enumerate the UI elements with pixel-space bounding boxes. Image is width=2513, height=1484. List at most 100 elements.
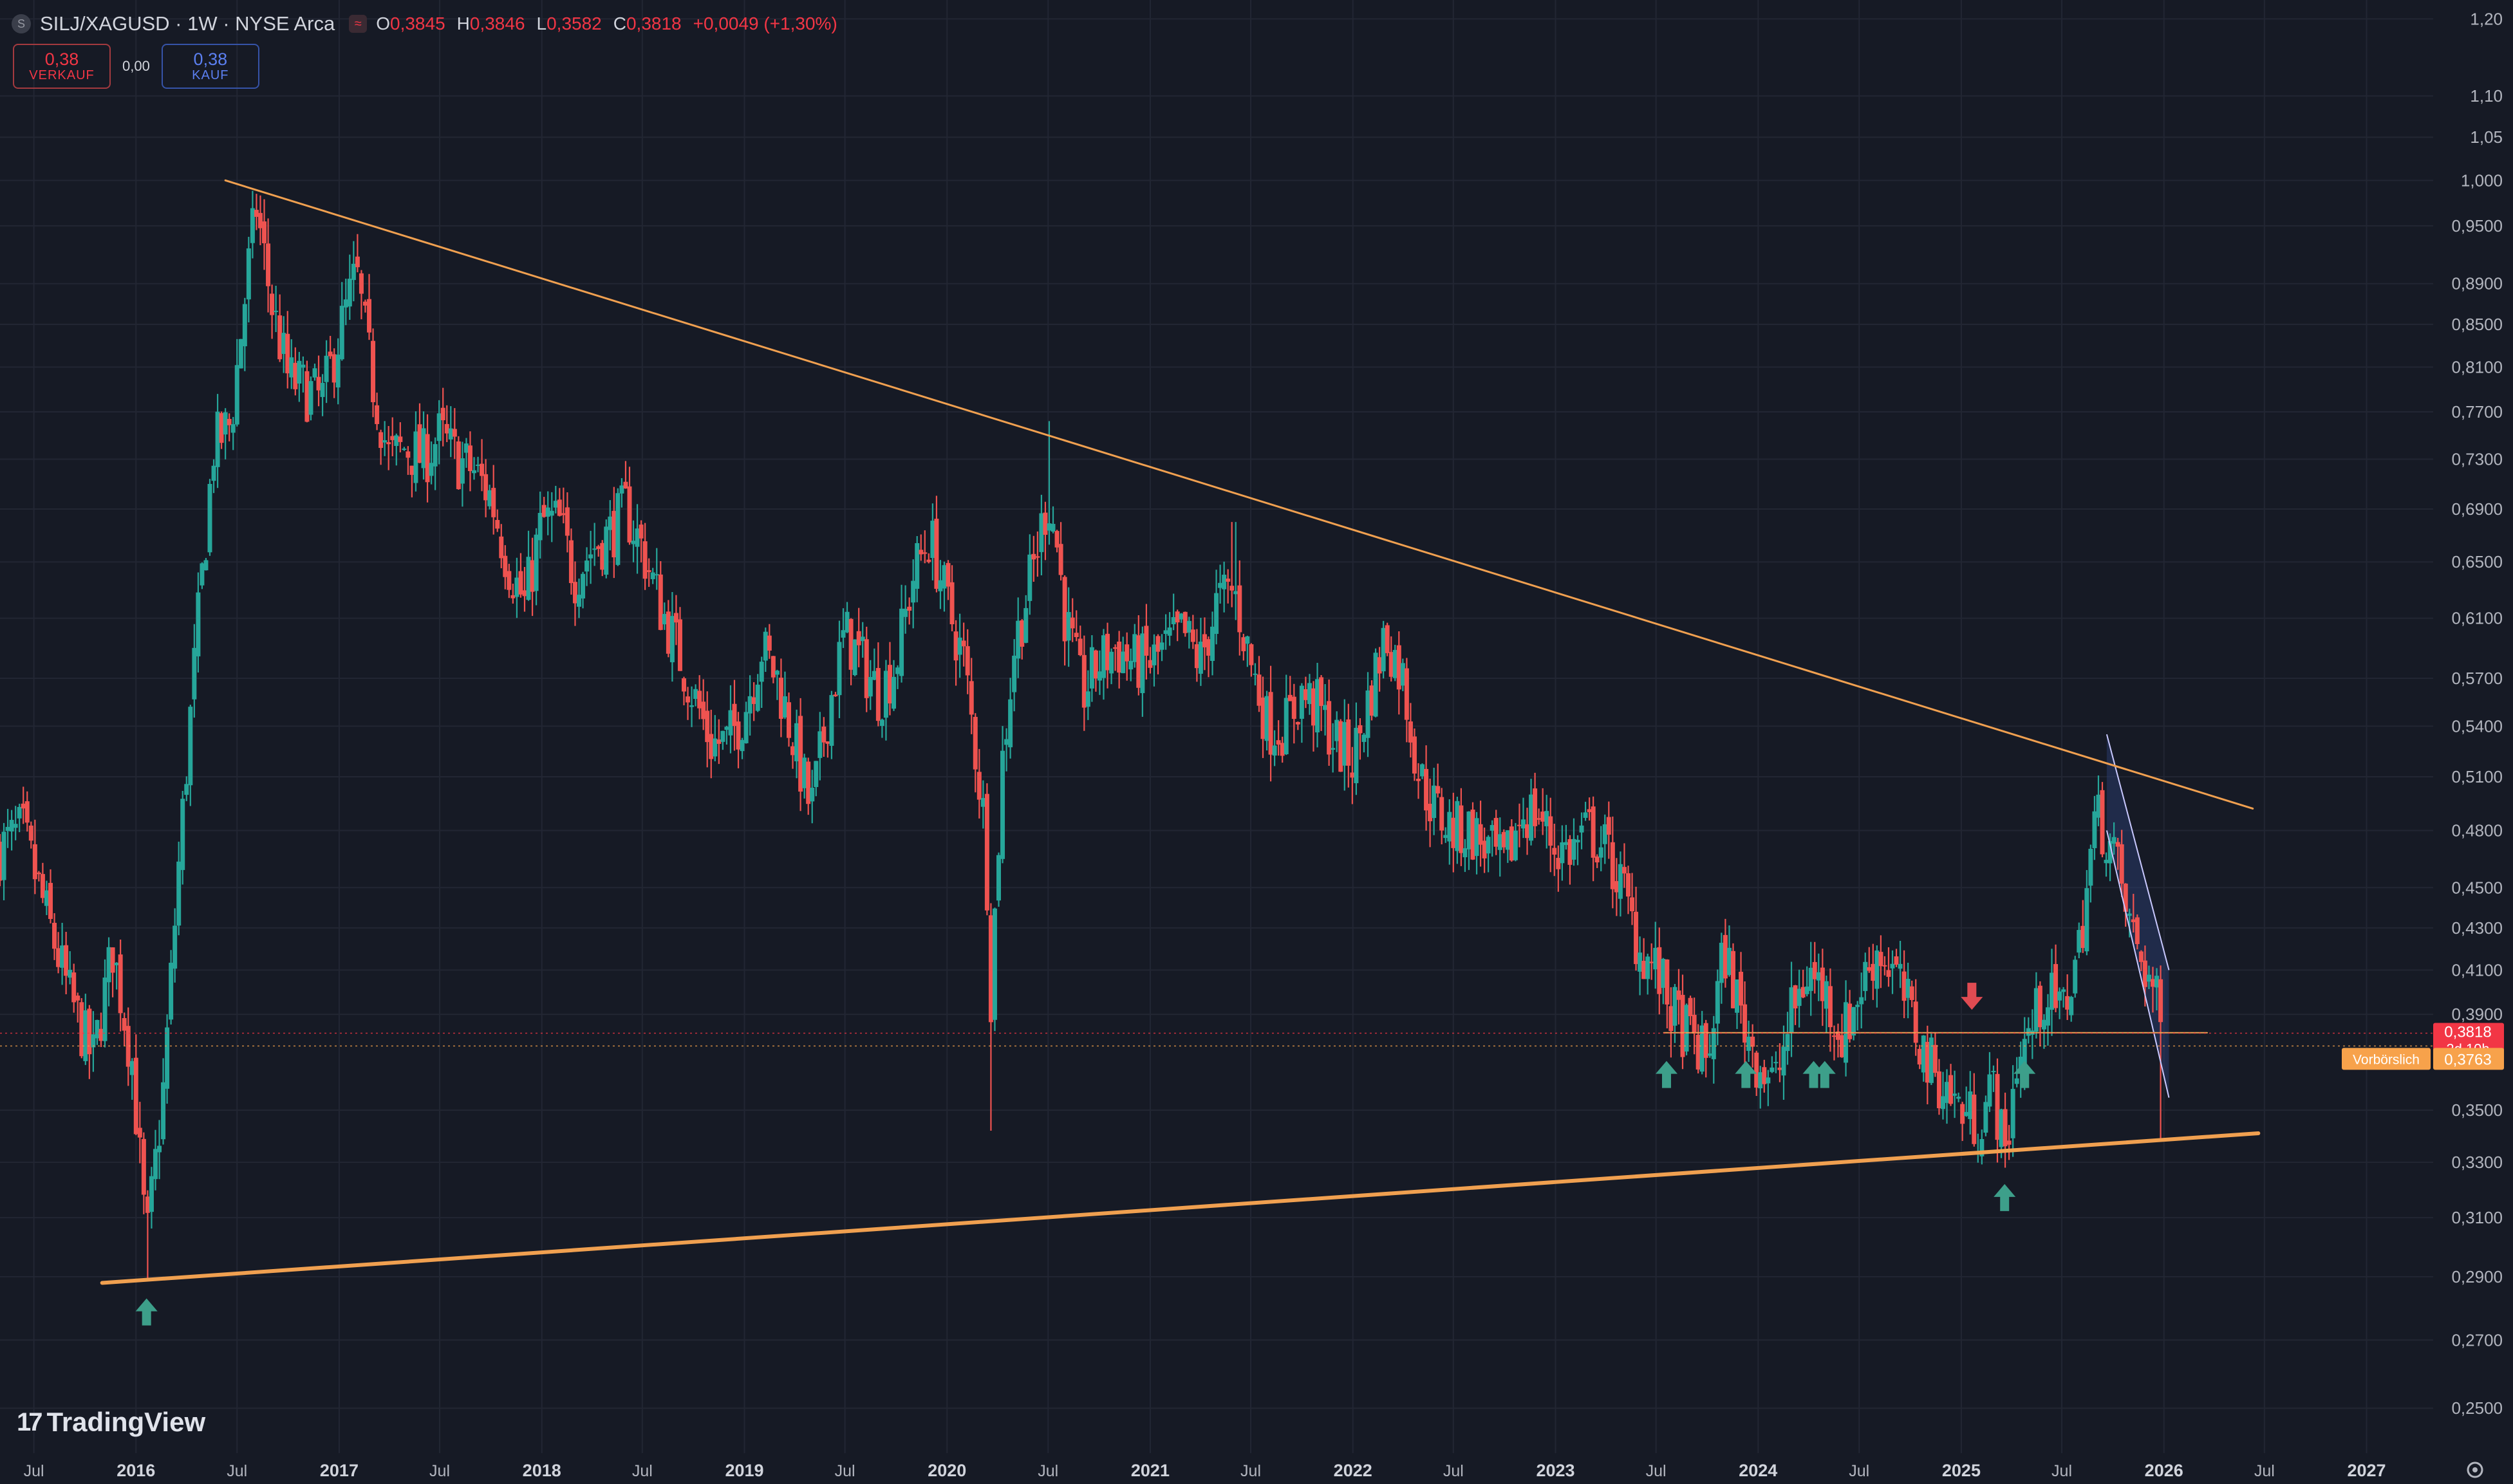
down-arrow-icon xyxy=(1961,983,1983,1010)
candle xyxy=(277,294,283,362)
candle-body xyxy=(1614,881,1619,893)
candle xyxy=(2096,775,2101,826)
candle xyxy=(980,780,986,829)
time-tick-label: Jul xyxy=(1038,1462,1058,1480)
candle-body xyxy=(2077,930,2082,953)
candle xyxy=(480,439,485,492)
candle-body xyxy=(126,1026,131,1067)
candle-body xyxy=(1812,961,1817,979)
price-tick-label: 0,3900 xyxy=(2451,1005,2503,1024)
buy-button[interactable]: 0,38 KAUF xyxy=(161,44,259,89)
channel-lower-line xyxy=(2106,830,2170,1098)
candle-body xyxy=(375,405,380,424)
settings-gear-icon[interactable] xyxy=(2467,1461,2483,1478)
candle-body xyxy=(1039,513,1044,552)
candle-body xyxy=(456,441,461,490)
candle-body xyxy=(335,355,341,388)
candle-body xyxy=(2146,974,2151,982)
candle-body xyxy=(1777,1067,1782,1070)
candle xyxy=(1882,956,1887,976)
candle xyxy=(1525,808,1530,855)
candle-body xyxy=(1276,740,1281,745)
candle-body xyxy=(1202,634,1207,647)
symbol-title[interactable]: SILJ/XAGUSD · 1W · NYSE Arca xyxy=(40,12,335,35)
candle xyxy=(1315,663,1320,748)
candle-body xyxy=(359,273,364,294)
candle-body xyxy=(1641,961,1647,979)
candle xyxy=(1987,1052,1992,1112)
candle xyxy=(1560,825,1565,881)
spread-value: 0,00 xyxy=(122,58,150,74)
candle-body xyxy=(1552,848,1557,855)
candle-body xyxy=(767,635,772,651)
candle-body xyxy=(740,739,745,752)
candle-body xyxy=(1793,985,1798,1008)
candle-body xyxy=(1012,655,1017,692)
candle xyxy=(1840,1014,1845,1058)
candle-body xyxy=(440,407,445,420)
candle-body xyxy=(129,1061,135,1075)
candle-body xyxy=(262,221,267,244)
candle xyxy=(553,485,558,514)
candle xyxy=(1260,676,1266,758)
candle-body xyxy=(421,428,426,468)
candle-body xyxy=(2053,964,2059,1008)
candle-body xyxy=(1323,705,1328,710)
time-tick-label: 2024 xyxy=(1739,1461,1777,1480)
candle-body xyxy=(658,574,663,630)
time-tick-label: 2026 xyxy=(2145,1461,2183,1480)
candle xyxy=(1808,941,1813,1016)
candle-body xyxy=(2050,972,2055,1010)
candle xyxy=(2123,883,2128,927)
candle xyxy=(1039,494,1044,576)
candle-body xyxy=(588,554,593,559)
indicator-wave-icon[interactable]: ≈ xyxy=(349,15,368,33)
price-axis[interactable]: 1,20 1,10 1,05 1,000 0,9500 0,8900 0,8500 0,810… xyxy=(2433,0,2513,1484)
candle-body xyxy=(1233,591,1238,595)
candle xyxy=(1385,622,1390,656)
candle xyxy=(281,316,286,373)
candle-body xyxy=(759,662,764,682)
candle xyxy=(1152,634,1157,687)
candle-body xyxy=(285,333,290,374)
candle-body xyxy=(406,451,411,458)
candle-body xyxy=(1179,613,1184,620)
candle xyxy=(9,810,14,851)
candle xyxy=(1665,959,1670,1028)
candle-body xyxy=(1128,660,1134,670)
candle xyxy=(1136,615,1141,696)
sell-button[interactable]: 0,38 VERKAUF xyxy=(13,44,111,89)
candle-body xyxy=(1152,644,1157,665)
candle xyxy=(285,311,290,389)
candle-body xyxy=(561,513,566,515)
candle-body xyxy=(1987,1074,1992,1107)
candle xyxy=(1140,626,1145,717)
candle xyxy=(961,622,966,667)
tradingview-logo[interactable]: 17 TradingView xyxy=(17,1407,205,1438)
candle xyxy=(421,411,426,480)
candle-body xyxy=(1719,942,1724,983)
time-axis[interactable]: Jul 2016 Jul 2017 Jul 2018 Jul 2019 Jul 2020 Jul 20… xyxy=(24,1461,2386,1480)
candle-body xyxy=(1645,956,1650,979)
candle-body xyxy=(1995,1073,2000,1140)
candle xyxy=(705,691,710,768)
candle-body xyxy=(1020,620,1025,647)
candle xyxy=(899,584,904,683)
candle-body xyxy=(425,434,430,483)
candle-body xyxy=(1396,645,1401,690)
candle xyxy=(1936,1059,1941,1115)
candle xyxy=(499,524,504,568)
candle xyxy=(1361,732,1367,753)
drawing-layer-over xyxy=(0,179,2433,1285)
candle xyxy=(778,658,783,737)
candle xyxy=(1890,950,1895,994)
candle-body xyxy=(1066,612,1071,641)
price-tick-label: 0,2900 xyxy=(2451,1267,2503,1286)
candle-body xyxy=(1785,1034,1790,1052)
candle xyxy=(2150,967,2155,1013)
candle xyxy=(1287,676,1293,701)
symbol-logo-icon[interactable]: S xyxy=(12,14,31,33)
candle xyxy=(848,618,854,685)
premarket-tag-label: Vorbörslich xyxy=(2353,1052,2420,1067)
